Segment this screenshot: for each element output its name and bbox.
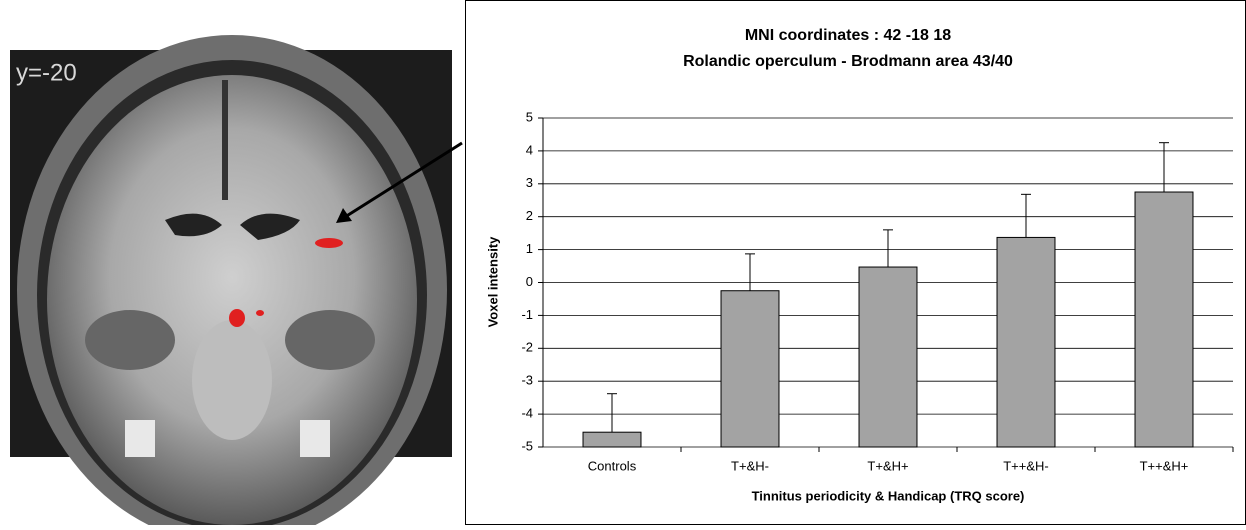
x-tick-label: T++&H- — [1003, 458, 1049, 473]
chart: MNI coordinates : 42 -18 18 Rolandic ope… — [485, 27, 1233, 503]
y-tick-label: -5 — [521, 438, 533, 453]
bar — [997, 237, 1055, 447]
chart-subtitle: Rolandic operculum - Brodmann area 43/40 — [683, 53, 1013, 70]
figure: y=-20 MNI coordinates : 42 -18 18 Roland… — [0, 0, 1246, 525]
chart-title: MNI coordinates : 42 -18 18 — [745, 27, 951, 44]
y-tick-label: 0 — [526, 274, 533, 289]
x-tick-label: T++&H+ — [1140, 458, 1189, 473]
x-tick-label: T+&H+ — [867, 458, 908, 473]
y-tick-label: -2 — [521, 340, 533, 355]
y-axis-label: Voxel intensity — [485, 236, 500, 328]
bar — [859, 267, 917, 447]
y-tick-label: 5 — [526, 109, 533, 124]
chart-frame — [466, 1, 1246, 525]
y-tick-label: 1 — [526, 241, 533, 256]
x-tick-label: Controls — [588, 458, 637, 473]
y-tick-label: -1 — [521, 307, 533, 322]
y-tick-label: 2 — [526, 208, 533, 223]
x-axis-label: Tinnitus periodicity & Handicap (TRQ sco… — [752, 488, 1025, 503]
bar — [1135, 192, 1193, 447]
image-label: y=-20 — [16, 59, 77, 86]
bar — [583, 432, 641, 447]
bar — [721, 291, 779, 447]
y-tick-label: -3 — [521, 373, 533, 388]
y-tick-label: 3 — [526, 175, 533, 190]
x-tick-label: T+&H- — [731, 458, 769, 473]
y-tick-label: -4 — [521, 406, 533, 421]
brain-image: y=-20 — [10, 35, 452, 525]
y-tick-label: 4 — [526, 142, 533, 157]
